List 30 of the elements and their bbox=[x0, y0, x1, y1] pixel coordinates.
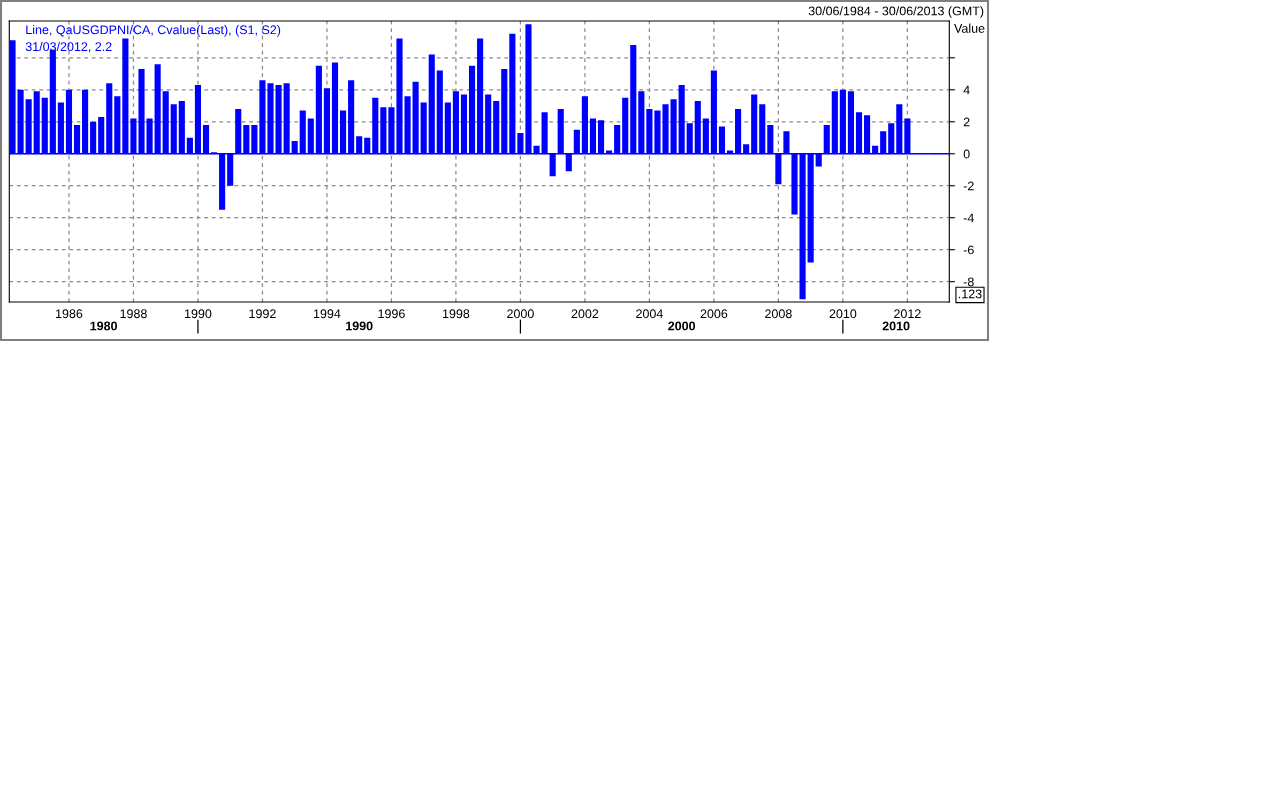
x-tick-label: 2008 bbox=[765, 309, 792, 319]
y-tick-label: -6 bbox=[963, 245, 974, 255]
x-tick-label: 2004 bbox=[636, 309, 663, 319]
y-tick-label: 4 bbox=[963, 85, 970, 95]
x-tick-label: 1998 bbox=[442, 309, 470, 319]
x-tick-label: 1988 bbox=[120, 309, 147, 319]
y-tick-label: 0 bbox=[963, 149, 970, 159]
x-tick-label: 1994 bbox=[313, 309, 341, 319]
text: .123 bbox=[958, 289, 982, 299]
y-tick-label: -2 bbox=[963, 181, 974, 191]
text: 2000 bbox=[668, 321, 696, 331]
annotation: 31/03/2012, 2.2 bbox=[25, 41, 112, 53]
x-tick-label: 1986 bbox=[56, 309, 83, 319]
x-tick-label: 2012 bbox=[894, 309, 921, 319]
x-tick-label: 2000 bbox=[507, 309, 534, 319]
x-tick-label: 1992 bbox=[249, 309, 276, 319]
chart-subtitle: 30/06/1984 - 30/06/2013 (GMT) bbox=[808, 6, 984, 18]
x-tick-label: 2002 bbox=[571, 309, 599, 319]
y-axis-title: Value bbox=[954, 23, 985, 33]
text: 1990 bbox=[346, 321, 373, 331]
annotation: Line, QaUSGDPNI/CA, Cvalue(Last), (S1, S2) bbox=[26, 25, 281, 37]
text: 1980 bbox=[90, 321, 118, 331]
y-tick-label: -8 bbox=[963, 277, 974, 287]
y-tick-label: 2 bbox=[963, 117, 970, 127]
text: 2010 bbox=[882, 321, 910, 331]
x-tick-label: 1990 bbox=[185, 309, 212, 319]
x-tick-label: 2006 bbox=[700, 309, 728, 319]
x-tick-label: 1996 bbox=[378, 309, 405, 319]
x-tick-label: 2010 bbox=[829, 309, 857, 319]
y-tick-label: -4 bbox=[963, 213, 974, 223]
